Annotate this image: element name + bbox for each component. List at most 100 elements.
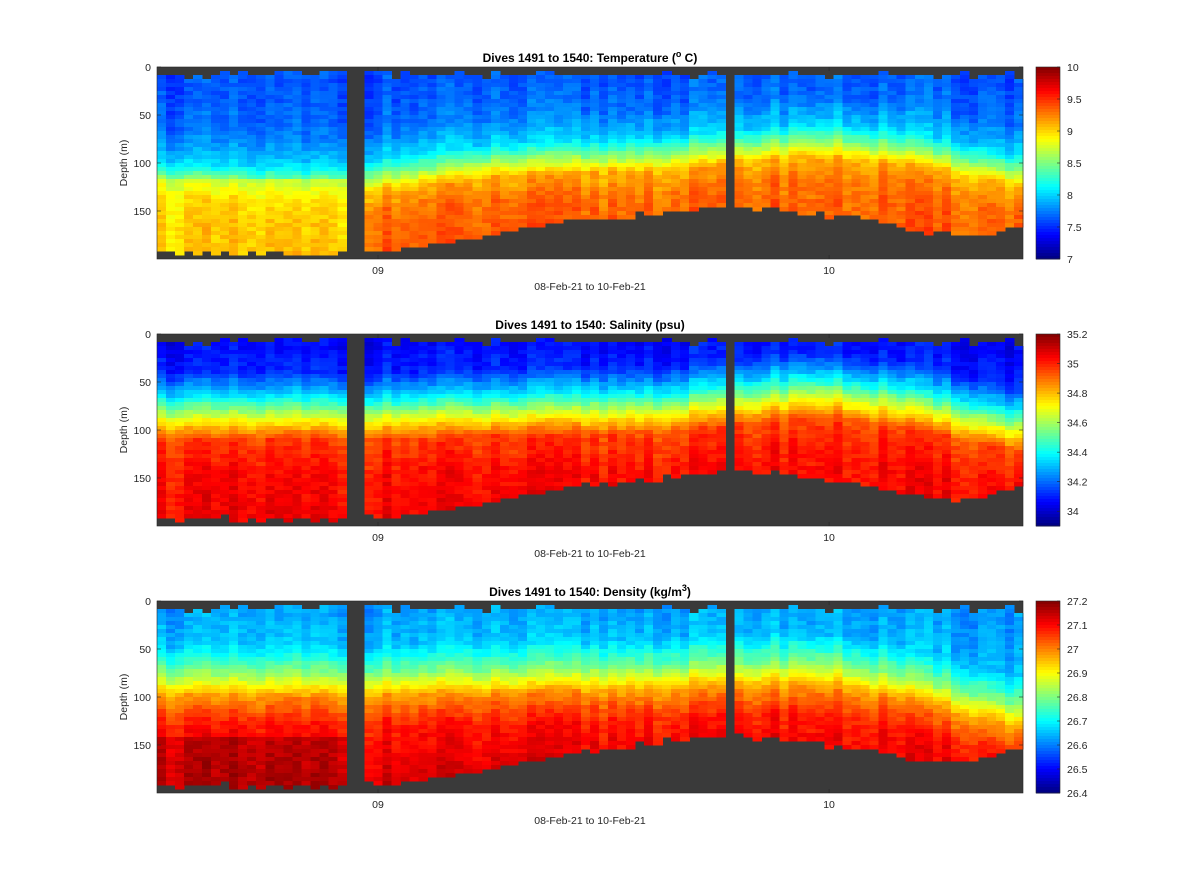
heatmap-cell — [896, 203, 907, 208]
heatmap-cell — [842, 167, 853, 172]
heatmap-cell — [184, 223, 194, 228]
heatmap-cell — [418, 394, 429, 399]
heatmap-cell — [599, 159, 609, 164]
heatmap-cell — [472, 227, 483, 232]
heatmap-cell — [310, 446, 320, 451]
heatmap-cell — [608, 139, 618, 144]
heatmap-cell — [184, 394, 194, 399]
heatmap-cell — [869, 107, 880, 112]
heatmap-cell — [364, 171, 375, 176]
heatmap-cell — [238, 135, 248, 140]
heatmap-cell — [770, 103, 781, 108]
heatmap-cell — [211, 498, 221, 503]
heatmap-cell — [680, 163, 690, 168]
heatmap-cell — [815, 115, 826, 120]
heatmap-cell — [436, 227, 447, 232]
colorbar-swatch — [1036, 190, 1060, 194]
heatmap-cell — [229, 111, 239, 116]
heatmap-cell — [256, 127, 266, 132]
heatmap-cell — [211, 143, 221, 148]
heatmap-cell — [364, 470, 375, 475]
heatmap-cell — [319, 123, 329, 128]
heatmap-cell — [238, 470, 248, 475]
heatmap-cell — [427, 151, 438, 156]
heatmap-cell — [391, 191, 402, 196]
heatmap-cell — [662, 183, 672, 188]
heatmap-cell — [824, 111, 835, 116]
heatmap-cell — [319, 362, 329, 367]
heatmap-cell — [328, 239, 339, 244]
heatmap-cell — [319, 91, 329, 96]
heatmap-cell — [914, 131, 925, 136]
heatmap-cell — [941, 131, 952, 136]
heatmap-cell — [770, 183, 781, 188]
heatmap-cell — [824, 203, 835, 208]
heatmap-cell — [797, 179, 808, 184]
heatmap-cell — [382, 207, 393, 212]
heatmap-cell — [220, 506, 230, 511]
heatmap-cell — [310, 219, 320, 224]
heatmap-cell — [689, 191, 699, 196]
heatmap-cell — [391, 490, 402, 495]
heatmap-cell — [292, 79, 302, 84]
heatmap-cell — [373, 227, 384, 232]
heatmap-cell — [328, 131, 339, 136]
heatmap-cell — [364, 510, 375, 515]
heatmap-cell — [779, 79, 790, 84]
heatmap-cell — [337, 470, 348, 475]
heatmap-cell — [175, 99, 185, 104]
heatmap-cell — [310, 79, 320, 84]
heatmap-cell — [409, 366, 420, 371]
heatmap-cell — [553, 131, 564, 136]
heatmap-cell — [328, 414, 339, 419]
heatmap-cell — [157, 99, 167, 104]
heatmap-cell — [968, 219, 979, 224]
heatmap-cell — [517, 111, 528, 116]
heatmap-cell — [157, 374, 167, 379]
heatmap-cell — [274, 506, 284, 511]
heatmap-cell — [157, 131, 167, 136]
heatmap-cell — [860, 75, 871, 80]
heatmap-cell — [184, 127, 194, 132]
heatmap-cell — [238, 179, 248, 184]
heatmap-cell — [779, 207, 790, 212]
heatmap-cell — [409, 426, 420, 431]
heatmap-cell — [157, 191, 167, 196]
heatmap-cell — [734, 159, 744, 164]
heatmap-cell — [590, 95, 600, 100]
heatmap-cell — [418, 239, 429, 244]
heatmap-cell — [490, 91, 501, 96]
heatmap-cell — [337, 135, 348, 140]
heatmap-cell — [959, 163, 970, 168]
heatmap-cell — [418, 442, 429, 447]
heatmap-cell — [157, 454, 167, 459]
heatmap-cell — [202, 378, 212, 383]
heatmap-cell — [580, 151, 591, 156]
heatmap-cell — [211, 155, 221, 160]
heatmap-cell — [436, 223, 447, 228]
heatmap-cell — [779, 135, 790, 140]
colorbar-swatch — [1036, 67, 1060, 71]
heatmap-cell — [265, 430, 275, 435]
heatmap-cell — [635, 111, 645, 116]
heatmap-cell — [391, 195, 402, 200]
heatmap-cell — [662, 135, 672, 140]
heatmap-cell — [220, 107, 230, 112]
heatmap-cell — [157, 422, 167, 427]
heatmap-cell — [454, 219, 465, 224]
heatmap-cell — [590, 179, 600, 184]
heatmap-cell — [220, 139, 230, 144]
heatmap-cell — [896, 127, 907, 132]
heatmap-cell — [1004, 151, 1015, 156]
heatmap-cell — [184, 350, 194, 355]
heatmap-cell — [382, 99, 393, 104]
heatmap-cell — [274, 490, 284, 495]
heatmap-cell — [310, 454, 320, 459]
heatmap-cell — [833, 111, 844, 116]
heatmap-cell — [653, 107, 663, 112]
heatmap-cell — [238, 406, 248, 411]
heatmap-cell — [427, 195, 438, 200]
heatmap-cell — [391, 430, 402, 435]
heatmap-cell — [211, 231, 221, 236]
heatmap-cell — [337, 235, 348, 240]
